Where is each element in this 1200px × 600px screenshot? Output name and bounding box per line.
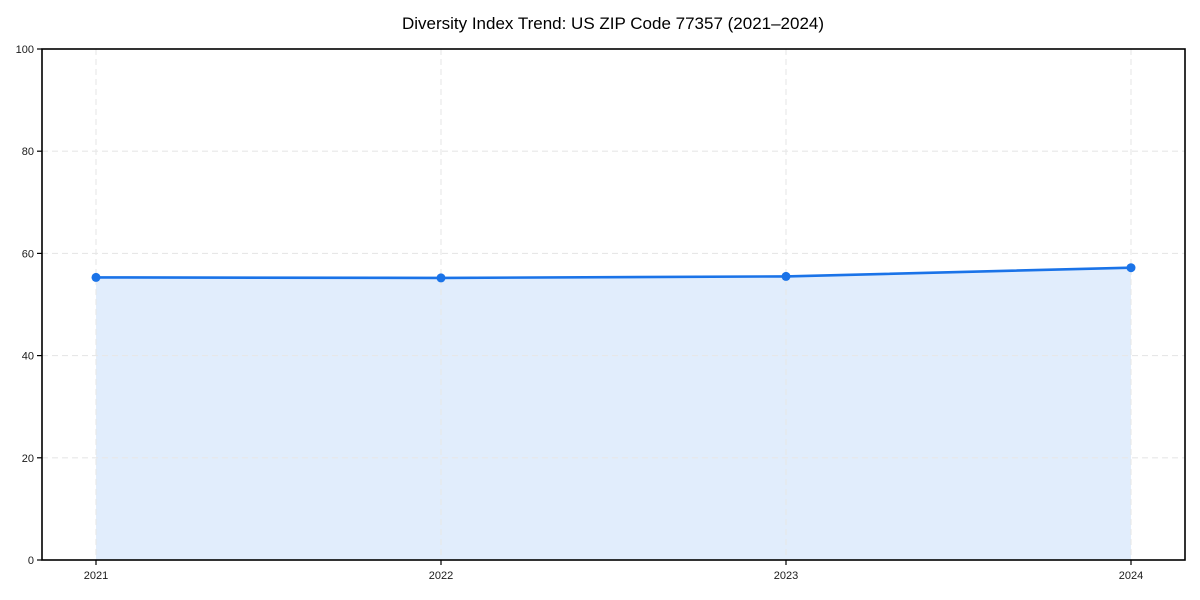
data-point-2024 <box>1126 263 1136 273</box>
x-tick-label: 2022 <box>429 570 453 582</box>
y-tick-label: 80 <box>22 146 34 158</box>
y-tick-label: 0 <box>28 555 34 567</box>
y-tick-label: 60 <box>22 248 34 260</box>
data-point-2023 <box>781 271 791 281</box>
data-point-2022 <box>436 273 446 283</box>
area-fill <box>96 267 1131 560</box>
plot-border <box>41 48 1186 561</box>
y-tick-label: 20 <box>22 453 34 465</box>
chart-title: Diversity Index Trend: US ZIP Code 77357… <box>402 14 824 33</box>
data-point-2021 <box>91 272 101 282</box>
x-tick-label: 2024 <box>1119 570 1143 582</box>
y-tick-label: 100 <box>16 44 34 56</box>
trend-line <box>94 266 1133 280</box>
x-tick-label: 2021 <box>84 570 108 582</box>
y-tick-label: 40 <box>22 351 34 363</box>
x-tick-label: 2023 <box>774 570 798 582</box>
